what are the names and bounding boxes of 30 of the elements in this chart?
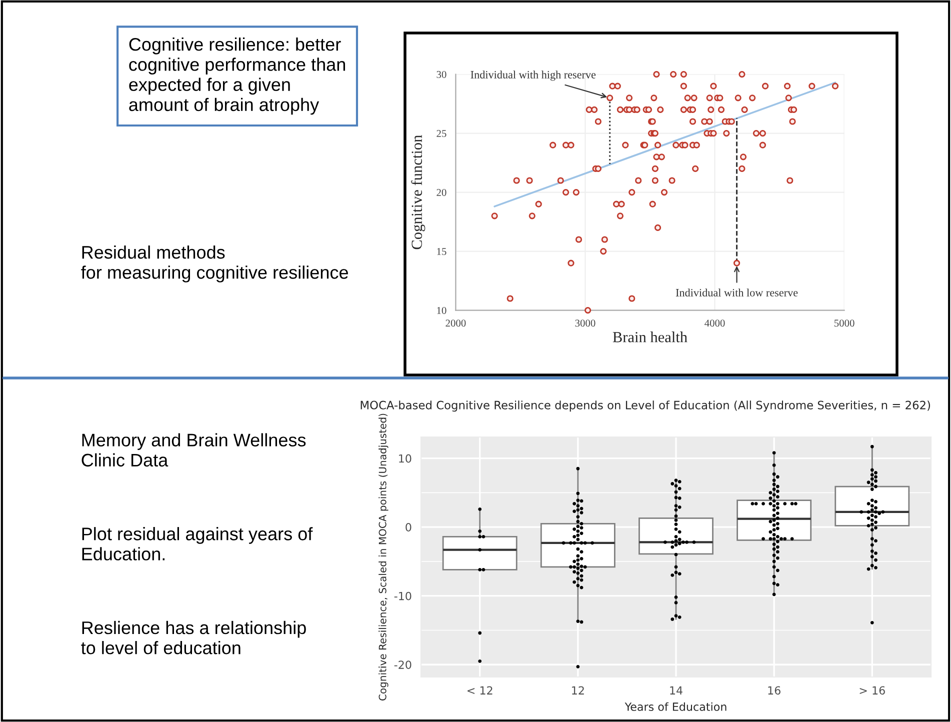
x-tick-label: 14: [670, 686, 682, 694]
y-axis-title: Cognitive function: [411, 135, 426, 250]
annotation: Individual with high reserve: [470, 70, 596, 81]
x-tick-label: 4000: [704, 320, 725, 327]
annotation: Individual with low reserve: [676, 288, 798, 296]
y-tick-label: -10: [394, 592, 412, 600]
text: Cognitive resilience: better cognitive performance than expected for a given amount of brain atrophy: [129, 38, 346, 115]
y-tick-label: 0: [406, 523, 412, 532]
x-axis-title: Brain health: [612, 332, 688, 342]
x-tick-label: 16: [768, 686, 780, 695]
y-axis-title: Cognitive Resilience, Scaled in MOCA points (Unadjusted): [378, 414, 388, 700]
y-tick-label: 25: [436, 130, 446, 138]
text: Plot residual against years of Education.: [82, 527, 313, 560]
text: Reslience has a relationship to level of education: [81, 620, 306, 654]
y-tick-label: 30: [436, 70, 446, 78]
y-tick-label: -20: [394, 660, 412, 669]
x-tick-label: 12: [572, 686, 584, 694]
x-tick-label: > 16: [860, 686, 885, 695]
y-tick-label: 10: [437, 306, 446, 314]
text: Residual methods for measuring cognitive resilience: [81, 245, 348, 282]
y-tick-label: 10: [399, 454, 412, 463]
chart-title: MOCA-based Cognitive Resilience depends on Level of Education (All Syndrome Severities, n = 262): [360, 400, 930, 412]
x-axis-title: Years of Education: [624, 702, 726, 711]
x-tick-label: < 12: [468, 686, 492, 694]
x-tick-label: 5000: [834, 320, 854, 327]
x-tick-label: 2000: [446, 320, 466, 327]
y-tick-label: 20: [436, 188, 446, 196]
y-tick-label: 15: [437, 248, 446, 256]
text: Memory and Brain Wellness Clinic Data: [82, 433, 306, 467]
x-tick-label: 3000: [575, 320, 596, 327]
